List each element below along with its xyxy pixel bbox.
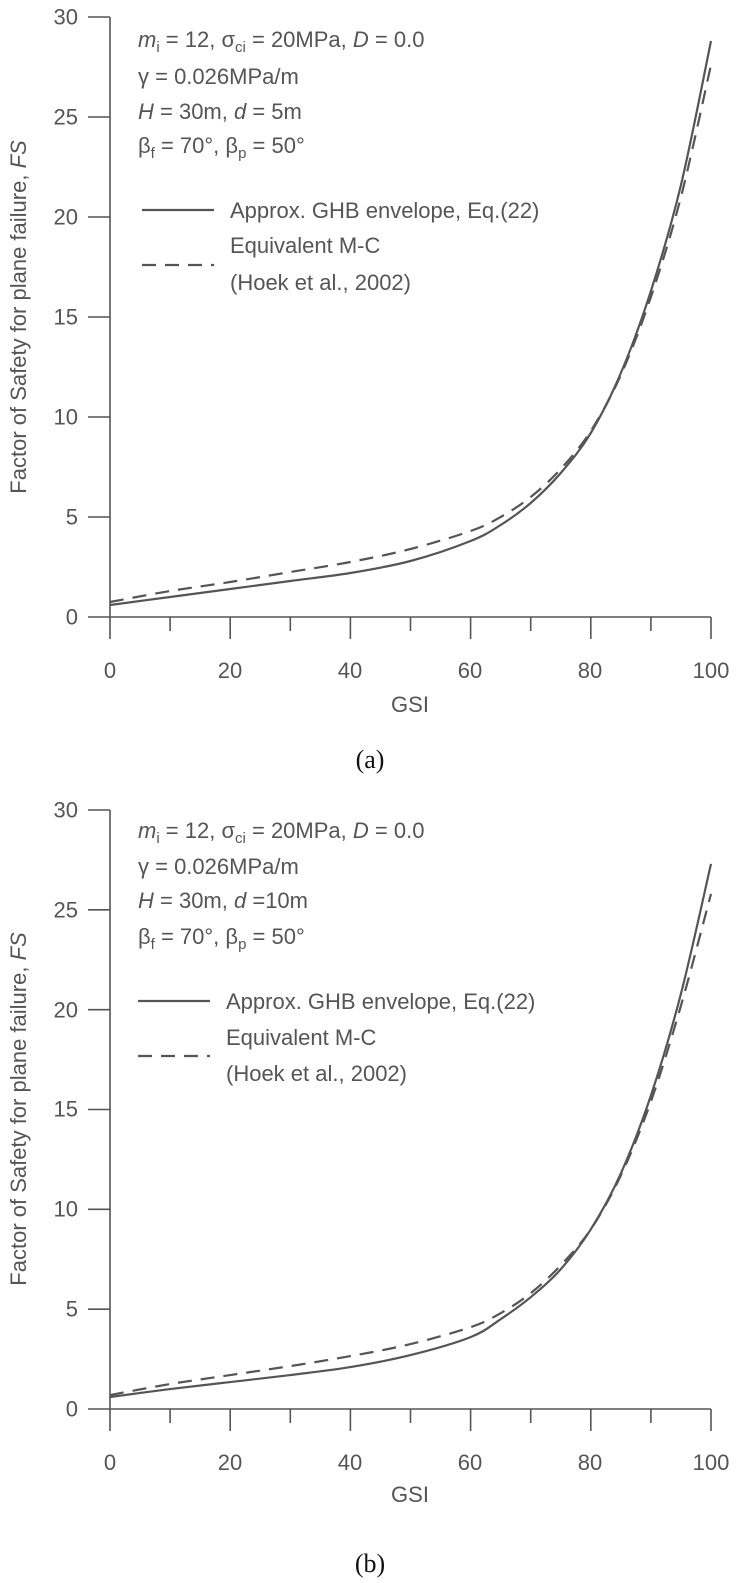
chart-panel-b: 0 5 10 15 20 25 30 0 20 40 60 80 100 GSI… bbox=[6, 798, 729, 1579]
x-tick-labels: 0 20 40 60 80 100 bbox=[104, 658, 729, 683]
annotation-line-4: βf = 70°, βp = 50° bbox=[138, 133, 305, 162]
caption-a: (a) bbox=[356, 745, 385, 774]
y-axis-label: Factor of Safety for plane failure, FS bbox=[6, 140, 31, 494]
y-tick-label: 20 bbox=[54, 998, 78, 1023]
legend-label-ghb: Approx. GHB envelope, Eq.(22) bbox=[230, 198, 539, 223]
caption-b: (b) bbox=[355, 1549, 385, 1578]
legend-label-mc: Equivalent M-C bbox=[226, 1025, 377, 1050]
y-tick-label: 10 bbox=[54, 1197, 78, 1222]
chart-panel-a: 0 5 10 15 20 25 30 0 20 40 60 80 100 GSI… bbox=[6, 5, 729, 775]
y-axis-label: Factor of Safety for plane failure, FS bbox=[6, 932, 31, 1286]
plot-area bbox=[109, 40, 713, 607]
x-tick-label: 80 bbox=[578, 1450, 602, 1475]
y-tick-label: 25 bbox=[54, 898, 78, 923]
y-tick-label: 25 bbox=[54, 105, 78, 130]
x-tick-label: 60 bbox=[458, 1450, 482, 1475]
legend-label-ghb: Approx. GHB envelope, Eq.(22) bbox=[226, 989, 535, 1014]
x-tick-label: 100 bbox=[693, 1450, 730, 1475]
annotation-line-3: H = 30m, d =10m bbox=[138, 888, 308, 913]
x-axis-label: GSI bbox=[391, 692, 429, 717]
plot-area bbox=[109, 863, 713, 1399]
series-line-ghb-envelope bbox=[109, 863, 713, 1399]
y-tick-label: 5 bbox=[66, 1297, 78, 1322]
y-tick-labels: 0 5 10 15 20 25 30 bbox=[54, 5, 78, 630]
annotation-line-4: βf = 70°, βp = 50° bbox=[138, 924, 305, 953]
y-tick-label: 30 bbox=[54, 798, 78, 823]
legend-label-mc: Equivalent M-C bbox=[230, 233, 381, 258]
y-tick-label: 5 bbox=[66, 505, 78, 530]
y-tick-label: 30 bbox=[54, 5, 78, 30]
tick-marks bbox=[88, 16, 712, 639]
annotation-line-2: γ = 0.026MPa/m bbox=[138, 854, 299, 879]
legend-label-mc-ref: (Hoek et al., 2002) bbox=[230, 270, 411, 295]
x-tick-label: 40 bbox=[338, 658, 362, 683]
x-tick-label: 60 bbox=[458, 658, 482, 683]
series-line-equivalent-mc bbox=[109, 893, 713, 1397]
tick-marks bbox=[88, 809, 712, 1431]
y-tick-label: 10 bbox=[54, 405, 78, 430]
x-axis-label: GSI bbox=[391, 1482, 429, 1507]
x-tick-label: 0 bbox=[104, 658, 116, 683]
legend: Approx. GHB envelope, Eq.(22) Equivalent… bbox=[138, 989, 535, 1086]
legend: Approx. GHB envelope, Eq.(22) Equivalent… bbox=[142, 198, 539, 295]
x-tick-label: 40 bbox=[338, 1450, 362, 1475]
series-line-equivalent-mc bbox=[109, 64, 713, 604]
series-line-ghb-envelope bbox=[109, 40, 713, 607]
x-tick-label: 20 bbox=[218, 1450, 242, 1475]
x-tick-label: 0 bbox=[104, 1450, 116, 1475]
y-tick-label: 20 bbox=[54, 205, 78, 230]
y-tick-label: 0 bbox=[66, 1397, 78, 1422]
y-tick-label: 0 bbox=[66, 605, 78, 630]
annotation-line-3: H = 30m, d = 5m bbox=[138, 99, 302, 124]
x-tick-label: 20 bbox=[218, 658, 242, 683]
y-tick-labels: 0 5 10 15 20 25 30 bbox=[54, 798, 78, 1422]
annotation-line-1: mi = 12, σci = 20MPa, D = 0.0 bbox=[138, 818, 424, 847]
x-tick-labels: 0 20 40 60 80 100 bbox=[104, 1450, 729, 1475]
annotation-line-1: mi = 12, σci = 20MPa, D = 0.0 bbox=[138, 27, 424, 56]
y-tick-label: 15 bbox=[54, 305, 78, 330]
x-tick-label: 80 bbox=[578, 658, 602, 683]
x-tick-label: 100 bbox=[693, 658, 730, 683]
legend-label-mc-ref: (Hoek et al., 2002) bbox=[226, 1061, 407, 1086]
annotation-line-2: γ = 0.026MPa/m bbox=[138, 64, 299, 89]
y-tick-label: 15 bbox=[54, 1097, 78, 1122]
